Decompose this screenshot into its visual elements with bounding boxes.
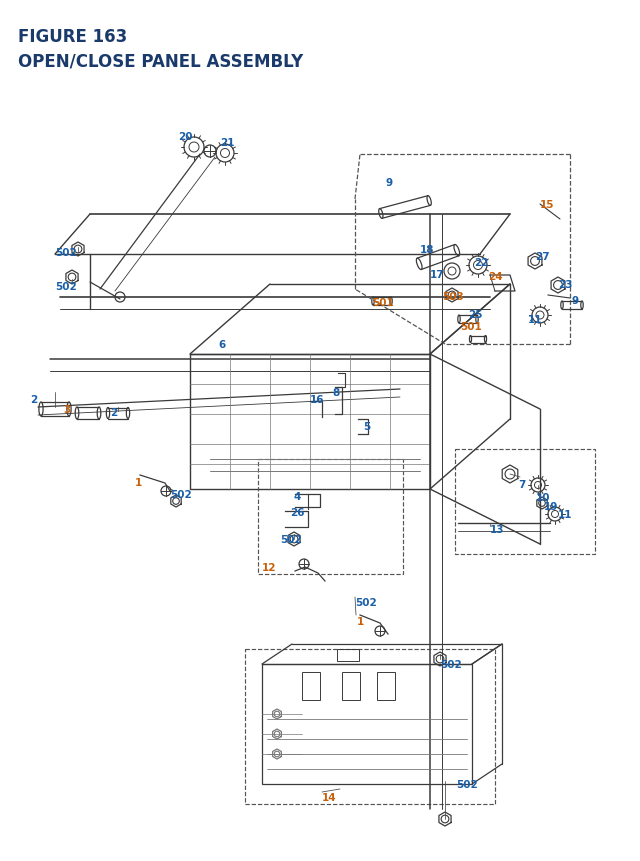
Bar <box>190 355 430 489</box>
Text: 502: 502 <box>355 598 377 607</box>
Bar <box>377 672 395 700</box>
Text: 14: 14 <box>322 792 337 802</box>
Bar <box>258 460 403 574</box>
Text: 17: 17 <box>430 269 445 280</box>
Text: 2: 2 <box>30 394 37 405</box>
Text: 19: 19 <box>544 501 558 511</box>
Bar <box>245 649 495 804</box>
Bar <box>262 664 472 784</box>
Text: 25: 25 <box>468 310 483 319</box>
Bar <box>455 449 595 554</box>
Text: 6: 6 <box>218 339 225 350</box>
Text: 8: 8 <box>332 387 339 398</box>
Text: 23: 23 <box>558 280 573 289</box>
Text: 501: 501 <box>460 322 482 331</box>
Text: 2: 2 <box>110 407 117 418</box>
Text: OPEN/CLOSE PANEL ASSEMBLY: OPEN/CLOSE PANEL ASSEMBLY <box>18 52 303 70</box>
Text: 11: 11 <box>528 314 543 325</box>
Text: 1: 1 <box>357 616 364 626</box>
Text: 27: 27 <box>535 251 550 262</box>
Text: 502: 502 <box>456 779 477 789</box>
Text: 24: 24 <box>488 272 502 282</box>
Text: 16: 16 <box>310 394 324 405</box>
Text: 502: 502 <box>170 489 192 499</box>
Text: FIGURE 163: FIGURE 163 <box>18 28 127 46</box>
Text: 502: 502 <box>280 535 301 544</box>
Text: 9: 9 <box>572 295 579 306</box>
Text: 502: 502 <box>55 282 77 292</box>
Text: 15: 15 <box>540 200 554 210</box>
Text: 7: 7 <box>518 480 525 489</box>
Bar <box>342 672 360 700</box>
Text: 4: 4 <box>293 492 300 501</box>
Text: 12: 12 <box>262 562 276 573</box>
Text: 11: 11 <box>558 510 573 519</box>
Text: 10: 10 <box>536 492 550 503</box>
Text: 21: 21 <box>220 138 234 148</box>
Text: 9: 9 <box>385 177 392 188</box>
Text: 20: 20 <box>178 132 193 142</box>
Text: 501: 501 <box>372 298 394 307</box>
Text: 502: 502 <box>440 660 461 669</box>
Bar <box>302 672 320 700</box>
Text: 1: 1 <box>135 478 142 487</box>
Text: 13: 13 <box>490 524 504 535</box>
Text: 18: 18 <box>420 245 435 255</box>
Text: 503: 503 <box>442 292 464 301</box>
Text: 26: 26 <box>290 507 305 517</box>
Text: 5: 5 <box>363 422 371 431</box>
Text: 502: 502 <box>55 248 77 257</box>
Text: 3: 3 <box>63 405 70 414</box>
Text: 22: 22 <box>474 257 488 268</box>
Bar <box>337 649 359 661</box>
